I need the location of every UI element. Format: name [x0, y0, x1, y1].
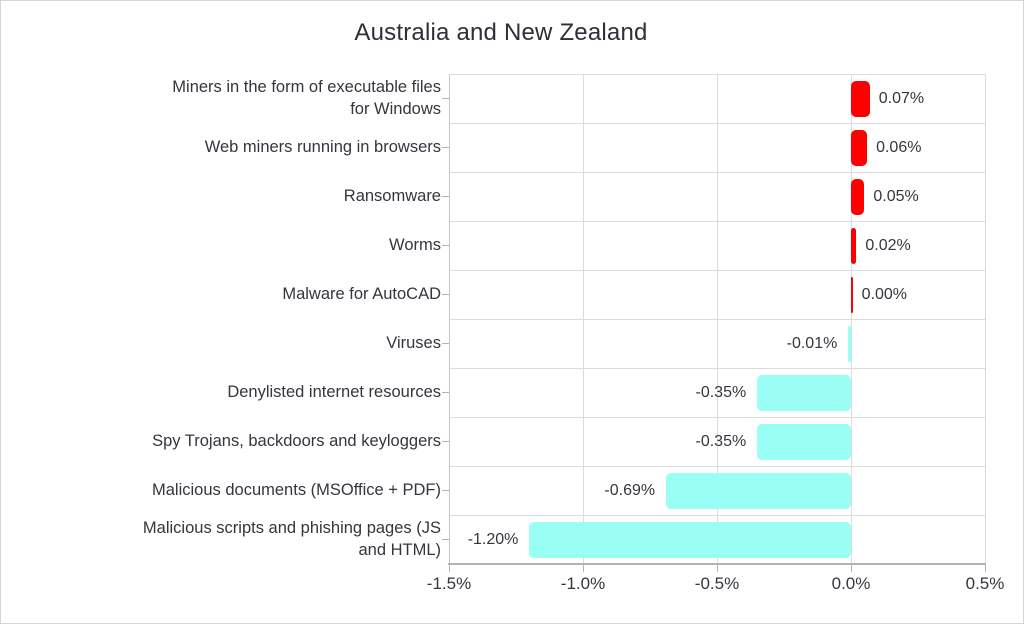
category-label: Malicious scripts and phishing pages (JS… [142, 519, 441, 559]
x-tick [716, 564, 718, 572]
x-tick-label: -1.5% [426, 574, 472, 593]
y-tick [442, 294, 449, 295]
y-tick [442, 343, 449, 344]
bar-negative [529, 521, 851, 558]
category-label: Denylisted internet resources [227, 382, 441, 401]
bar-positive [851, 276, 853, 313]
category-label: Malware for AutoCAD [282, 284, 441, 303]
value-label: -0.01% [786, 334, 838, 352]
category-label: Viruses [386, 333, 441, 352]
y-tick [442, 441, 449, 442]
y-tick [442, 539, 449, 540]
category-label: Miners in the form of executable files f… [172, 78, 441, 118]
category-label: Ransomware [343, 186, 441, 205]
category-label: Web miners running in browsers [204, 137, 441, 156]
chart-title: Australia and New Zealand [354, 19, 648, 46]
gridline-vertical [984, 74, 986, 564]
y-tick [442, 196, 449, 197]
bar-positive [851, 178, 865, 215]
x-tick [448, 564, 450, 572]
y-tick [442, 245, 449, 246]
x-tick [850, 564, 852, 572]
x-tick-label: -0.5% [694, 574, 740, 593]
bar-negative [848, 325, 851, 362]
gridline-vertical [716, 74, 718, 564]
category-label: Malicious documents (MSOffice + PDF) [152, 480, 441, 499]
x-tick-label: 0.5% [965, 574, 1005, 593]
category-label: Spy Trojans, backdoors and keyloggers [152, 431, 441, 450]
bar-positive [851, 80, 870, 117]
y-tick [442, 147, 449, 148]
value-label: 0.00% [861, 285, 907, 303]
category-label: Worms [389, 235, 441, 254]
value-label: -0.35% [695, 432, 747, 450]
gridline-vertical [582, 74, 584, 564]
value-label: 0.06% [876, 138, 922, 156]
x-tick [984, 564, 986, 572]
bar-positive [851, 227, 857, 264]
y-axis-line [449, 74, 450, 564]
value-label: -1.20% [467, 530, 519, 548]
gridline-vertical [850, 74, 852, 564]
bar-negative [757, 374, 851, 411]
x-tick-label: 0.0% [831, 574, 871, 593]
value-label: 0.05% [873, 187, 919, 205]
value-label: -0.69% [604, 481, 656, 499]
x-tick [582, 564, 584, 572]
y-tick [442, 98, 449, 99]
bar-negative [757, 423, 851, 460]
bar-negative [666, 472, 851, 509]
y-tick [442, 392, 449, 393]
value-label: -0.35% [695, 383, 747, 401]
y-tick [442, 490, 449, 491]
x-tick-label: -1.0% [560, 574, 606, 593]
value-label: 0.07% [878, 89, 925, 107]
value-label: 0.02% [865, 236, 911, 254]
bar-positive [851, 129, 868, 166]
